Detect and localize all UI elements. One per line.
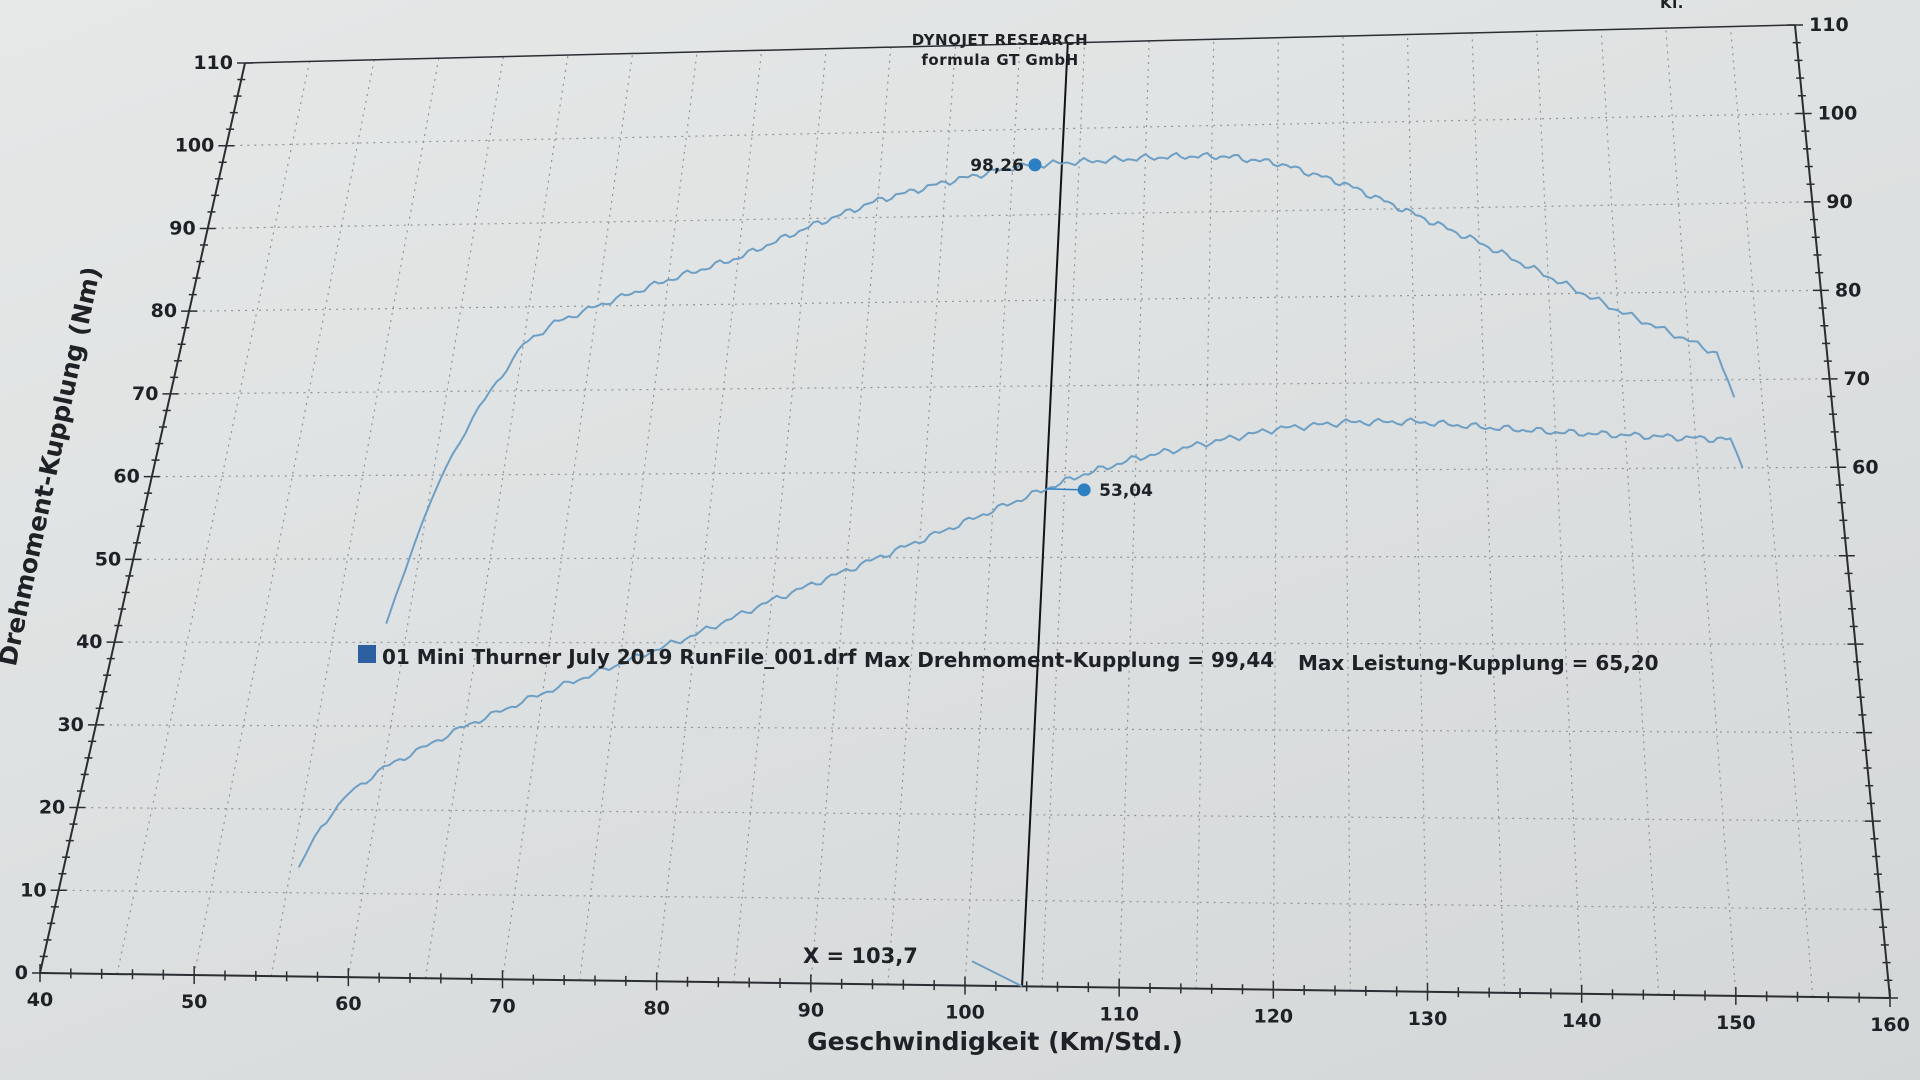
grid-line-vertical xyxy=(578,51,698,981)
x-tick-label: 130 xyxy=(1408,1008,1448,1030)
chart-header-subtitle: formula GT GmbH xyxy=(921,51,1078,69)
y-tick-label: 50 xyxy=(95,548,121,570)
y-tick-label: 110 xyxy=(193,52,233,74)
power-marker-point xyxy=(1077,483,1091,497)
x-tick-label: 70 xyxy=(489,995,515,1017)
grid-line-vertical xyxy=(1041,42,1086,987)
y-axis-line-left xyxy=(39,62,246,974)
grid-line-vertical xyxy=(964,43,1021,986)
legend: 01 Mini Thurner July 2019 RunFile_001.dr… xyxy=(358,645,1659,675)
torque-curve xyxy=(385,151,1736,625)
x-tick-label: 90 xyxy=(798,999,824,1021)
cursor-line xyxy=(1021,42,1069,987)
grid-line-vertical xyxy=(810,47,892,984)
x-tick-label: 120 xyxy=(1253,1006,1293,1028)
y-tick-label: 30 xyxy=(57,714,83,736)
y-tick-label: 10 xyxy=(20,879,46,901)
y2-tick-label: 80 xyxy=(1835,279,1861,301)
y-tick-label: 80 xyxy=(151,300,177,322)
x-tick-label: 100 xyxy=(945,1002,985,1024)
y-tick-label: 90 xyxy=(169,217,195,239)
power-curve xyxy=(297,417,1744,868)
legend-max-power: Max Leistung-Kupplung = 65,20 xyxy=(1298,651,1659,675)
grid-line-horizontal xyxy=(170,378,1830,395)
grid-line-vertical xyxy=(1729,26,1814,998)
torque-marker-label: 98,26 xyxy=(970,156,1024,176)
cursor-pointer-line xyxy=(971,960,1023,988)
grid-line-horizontal xyxy=(77,806,1873,822)
y-tick-label: 70 xyxy=(132,383,158,405)
y2-tick-label: 70 xyxy=(1844,368,1870,390)
grid-line-horizontal xyxy=(189,289,1821,312)
cursor-value-label: X = 103,7 xyxy=(803,944,918,968)
grid-line-vertical xyxy=(733,48,827,983)
legend-max-torque: Max Drehmoment-Kupplung = 99,44 xyxy=(864,648,1274,672)
grid-line-vertical xyxy=(1272,37,1279,990)
grid-line-vertical xyxy=(270,58,440,977)
chart-tick-labels: 40 50 60 70 80 90 100 110 120 130 140 150 160 0 10 20 30… xyxy=(15,14,1910,1036)
grid-line-vertical xyxy=(1342,36,1352,991)
x-tick-label: 150 xyxy=(1716,1012,1756,1034)
grid-line-horizontal xyxy=(114,641,1856,645)
grid-line-vertical xyxy=(1665,28,1737,996)
grid-line-vertical xyxy=(424,54,569,979)
grid-line-vertical xyxy=(1195,39,1215,989)
corner-note: Kl. xyxy=(1660,0,1684,12)
grid-line-vertical xyxy=(887,45,957,985)
grid-line-horizontal xyxy=(95,724,1865,734)
grid-line-vertical xyxy=(1118,40,1150,988)
y2-tick-label: 60 xyxy=(1852,456,1878,478)
grid-line-vertical xyxy=(1536,31,1583,994)
chart-series xyxy=(297,151,1744,868)
x-tick-label: 60 xyxy=(335,993,361,1015)
top-border-line xyxy=(244,24,1796,64)
y-axis-line-right xyxy=(1794,24,1891,999)
grid-line-horizontal xyxy=(58,889,1882,911)
x-tick-label: 160 xyxy=(1870,1014,1910,1036)
x-tick-label: 50 xyxy=(181,991,207,1013)
grid-line-vertical xyxy=(501,53,634,980)
y-tick-label: 60 xyxy=(113,466,139,488)
grid-line-horizontal xyxy=(207,201,1813,230)
grid-line-horizontal xyxy=(133,555,1847,560)
y2-tick-label: 110 xyxy=(1809,14,1849,36)
x-axis-label: Geschwindigkeit (Km/Std.) xyxy=(807,1027,1183,1056)
x-tick-label: 110 xyxy=(1099,1004,1139,1026)
y-tick-label: 100 xyxy=(175,135,215,157)
chart-axes xyxy=(32,24,1898,1007)
y2-tick-label: 90 xyxy=(1826,191,1852,213)
grid-line-vertical xyxy=(1406,34,1429,992)
grid-line-vertical xyxy=(347,56,504,978)
x-tick-label: 140 xyxy=(1562,1010,1602,1032)
chart-markers: 98,26 53,04 xyxy=(970,156,1153,501)
grid-line-vertical xyxy=(116,61,311,975)
legend-run-name: 01 Mini Thurner July 2019 RunFile_001.dr… xyxy=(382,645,857,669)
grid-line-vertical xyxy=(193,59,375,976)
chart-header-company: DYNOJET RESEARCH xyxy=(912,31,1088,49)
power-marker-label: 53,04 xyxy=(1099,481,1153,501)
x-tick-label: 40 xyxy=(27,989,53,1011)
grid-line-vertical xyxy=(656,50,763,982)
chart-grid xyxy=(58,26,1882,998)
legend-swatch xyxy=(358,645,376,663)
grid-line-horizontal xyxy=(226,112,1804,147)
grid-line-vertical xyxy=(1600,29,1660,995)
y-axis-label: Drehmoment-Kupplung (Nm) xyxy=(0,264,106,668)
x-tick-label: 80 xyxy=(643,997,669,1019)
torque-marker-point xyxy=(1028,158,1042,172)
y-tick-label: 40 xyxy=(76,631,102,653)
y-tick-label: 0 xyxy=(15,962,28,984)
grid-line-vertical xyxy=(1471,32,1506,993)
y-tick-label: 20 xyxy=(39,797,65,819)
grid-line-horizontal xyxy=(151,466,1839,478)
y2-tick-label: 100 xyxy=(1818,102,1858,124)
